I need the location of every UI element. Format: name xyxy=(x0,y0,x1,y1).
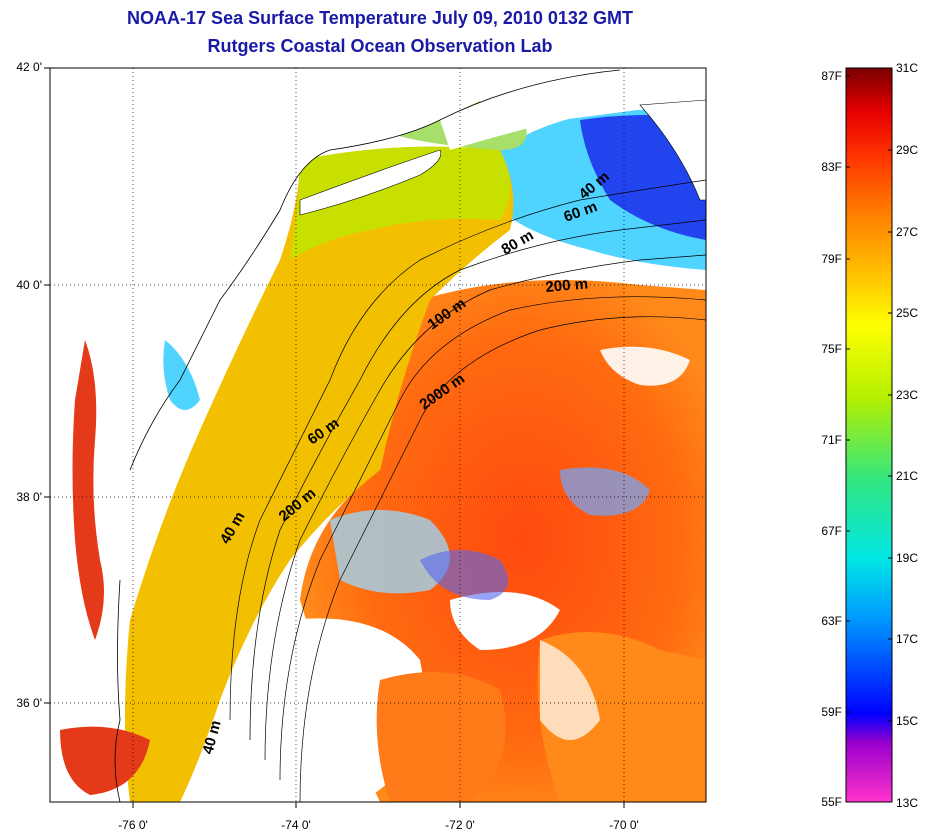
graticule xyxy=(50,68,706,802)
coastline xyxy=(129,69,621,471)
colorbar-c-label: 25C xyxy=(896,306,919,320)
colorbar-f-label: 59F xyxy=(821,705,842,719)
shelf-water xyxy=(125,146,514,802)
colorbar-c-label: 13C xyxy=(896,796,919,810)
delaware-bay xyxy=(163,340,200,410)
map-subtitle: Rutgers Coastal Ocean Observation Lab xyxy=(207,36,553,56)
map-title: NOAA-17 Sea Surface Temperature July 09,… xyxy=(127,8,633,28)
colorbar-f-label: 63F xyxy=(821,614,842,628)
colorbar-c-label: 15C xyxy=(896,714,919,728)
colorbar-c-label: 27C xyxy=(896,225,919,239)
colorbar-f-label: 55F xyxy=(821,795,842,809)
longitude-label: -72 0' xyxy=(445,818,475,832)
colorbar-f-label: 83F xyxy=(821,160,842,174)
latitude-label: 38 0' xyxy=(16,490,42,504)
map-frame xyxy=(49,67,707,803)
colorbar-f-label: 87F xyxy=(821,69,842,83)
colorbar-c-label: 19C xyxy=(896,551,919,565)
depth-label: 200 m xyxy=(545,275,589,296)
longitude-label: -74 0' xyxy=(281,818,311,832)
colorbar-c-label: 17C xyxy=(896,632,919,646)
latitude-label: 40 0' xyxy=(16,278,42,292)
colorbar-f-label: 71F xyxy=(821,433,842,447)
colorbar-f-label: 79F xyxy=(821,252,842,266)
longitude-label: -76 0' xyxy=(118,818,148,832)
colorbar xyxy=(845,67,893,803)
map-imagery xyxy=(50,68,706,802)
longitude-label: -70 0' xyxy=(609,818,639,832)
latitude-label: 36 0' xyxy=(16,696,42,710)
colorbar-c-label: 31C xyxy=(896,61,919,75)
colorbar-f-label: 67F xyxy=(821,524,842,538)
land-mass xyxy=(50,68,560,802)
colorbar-f-label: 75F xyxy=(821,342,842,356)
chesapeake-bay xyxy=(72,340,104,640)
bathymetry-contours xyxy=(229,179,706,802)
colorbar-c-label: 23C xyxy=(896,388,919,402)
colorbar-c-label: 21C xyxy=(896,469,919,483)
latitude-label: 42 0' xyxy=(16,60,42,74)
axis-ticks xyxy=(44,67,625,808)
long-island xyxy=(299,149,442,216)
colorbar-c-label: 29C xyxy=(896,143,919,157)
colorbar-ticks xyxy=(846,67,892,722)
